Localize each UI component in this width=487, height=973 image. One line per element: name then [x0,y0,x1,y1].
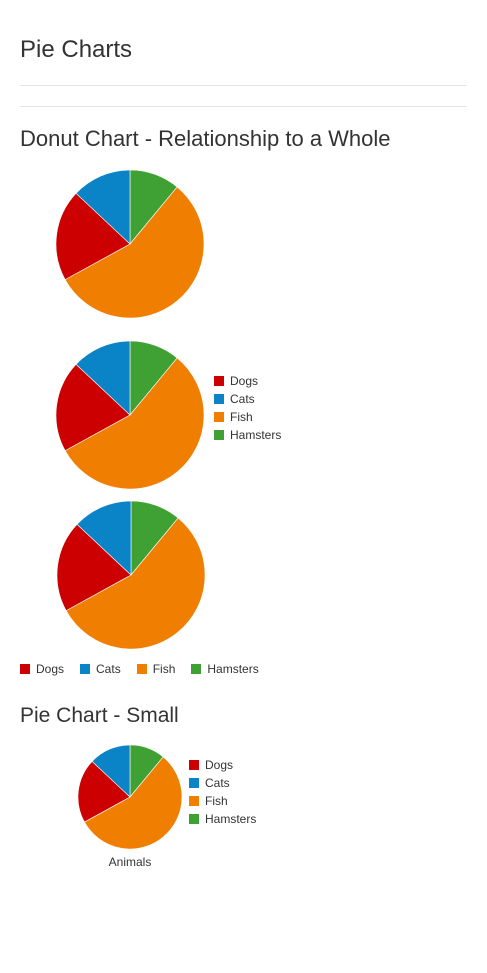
pie-slice-cats [75,169,131,245]
legend-item-dogs: Dogs [20,660,64,678]
legend-label: Hamsters [205,812,257,826]
section-title-small-pie: Pie Chart - Small [20,704,179,727]
legend-swatch [20,664,30,674]
pie-slice-cats [75,340,131,416]
pie-chart-1 [55,169,205,319]
legend-label: Cats [230,392,255,406]
legend-item-fish: Fish [214,408,281,426]
legend-swatch [189,778,199,788]
legend-swatch [214,430,224,440]
legend-swatch [80,664,91,674]
legend-label: Hamsters [230,428,282,442]
legend-swatch [214,376,224,386]
chart-4-legend: Dogs Cats Fish Hamsters [189,756,256,828]
legend-item-cats: Cats [80,660,121,678]
legend-swatch [189,796,199,806]
legend-label: Dogs [230,374,259,388]
legend-label: Dogs [205,758,234,772]
chart-4-axis-label: Animals [108,855,152,869]
divider [20,85,467,86]
pie-slice-dogs [77,760,131,823]
legend-swatch [189,814,199,824]
pie-slice-fish [84,756,183,850]
divider [20,106,467,107]
pie-slice-cats [91,744,131,798]
pie-slice-cats [76,500,132,576]
pie-slice-fish [64,186,205,319]
legend-label: Fish [205,794,228,808]
legend-item-dogs: Dogs [189,756,256,774]
legend-item-dogs: Dogs [214,372,281,390]
legend-item-fish: Fish [136,660,176,678]
legend-swatch [189,760,199,770]
chart-2-legend: Dogs Cats Fish Hamsters [214,372,281,444]
pie-slice-fish [64,357,205,490]
pie-slice-dogs [56,523,132,612]
chart-3-legend: Dogs Cats Fish Hamsters [20,660,275,678]
pie-chart-2 [55,340,205,490]
legend-label: Fish [152,662,176,676]
legend-label: Cats [205,776,230,790]
legend-label: Cats [96,662,121,676]
legend-swatch [191,664,202,674]
legend-item-hamsters: Hamsters [191,660,259,678]
pie-chart-3 [56,500,206,650]
pie-slice-dogs [55,363,131,452]
pie-chart-small [77,744,183,850]
legend-swatch [136,664,147,674]
legend-item-cats: Cats [214,390,281,408]
pie-slice-fish [65,517,206,650]
pie-slice-dogs [55,192,131,281]
legend-item-hamsters: Hamsters [214,426,281,444]
legend-item-hamsters: Hamsters [189,810,256,828]
page-title: Pie Charts [20,36,133,63]
legend-swatch [214,394,224,404]
legend-item-cats: Cats [189,774,256,792]
legend-label: Fish [230,410,253,424]
legend-swatch [214,412,224,422]
legend-item-fish: Fish [189,792,256,810]
section-title-donut: Donut Chart - Relationship to a Whole [20,126,391,151]
legend-label: Dogs [36,662,65,676]
legend-label: Hamsters [207,662,259,676]
